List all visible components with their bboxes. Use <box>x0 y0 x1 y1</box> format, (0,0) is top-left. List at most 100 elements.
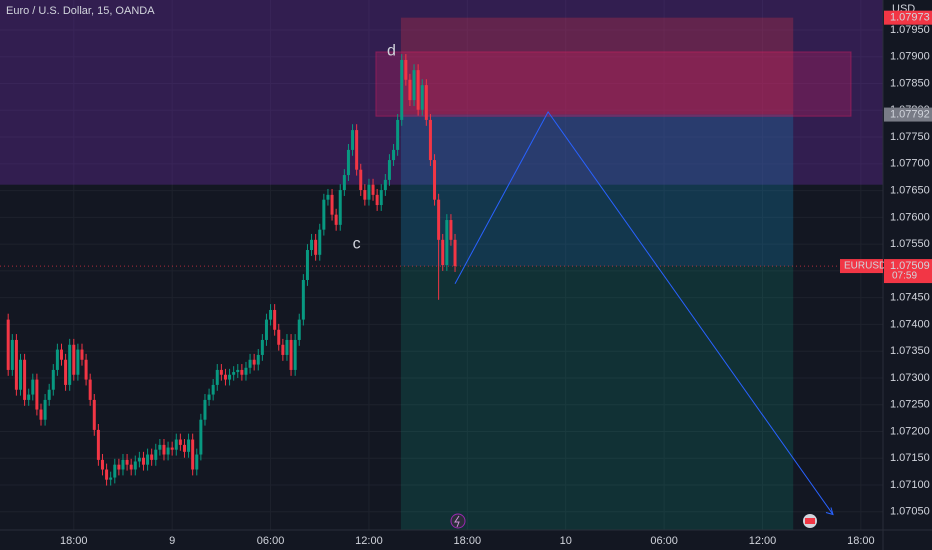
candle-body <box>281 344 285 355</box>
candle-body <box>228 374 232 380</box>
candle-body <box>18 359 22 390</box>
candle-body <box>223 374 227 380</box>
target-zone <box>400 114 794 530</box>
y-tick-label: 1.07650 <box>890 184 930 196</box>
candle-body <box>43 399 47 420</box>
candle-body <box>51 369 55 390</box>
replay-icon[interactable] <box>450 513 466 529</box>
x-tick-label: 18:00 <box>60 535 88 547</box>
candle-body <box>23 359 27 400</box>
candle-body <box>158 444 162 450</box>
y-tick-label: 1.07150 <box>890 452 930 464</box>
candle-body <box>305 250 309 280</box>
candle-body <box>55 349 59 370</box>
candle-body <box>240 369 244 375</box>
candle-body <box>351 130 355 150</box>
candle-body <box>199 419 203 455</box>
candle-body <box>289 339 293 370</box>
annotation: d <box>387 43 396 60</box>
price-tag-bg <box>884 10 932 25</box>
candle-body <box>437 199 441 240</box>
box <box>375 51 852 117</box>
price-tag: 1.07509 <box>890 260 930 272</box>
candle-body <box>256 354 260 365</box>
candle-body <box>88 379 92 400</box>
candle-body <box>121 459 125 470</box>
candle-body <box>133 461 137 470</box>
price-tag: 1.07973 <box>890 12 930 24</box>
candle-body <box>92 399 96 430</box>
candle-body <box>260 339 264 355</box>
candle-body <box>318 229 322 255</box>
candle-body <box>359 169 363 191</box>
y-tick-label: 1.07550 <box>890 238 930 250</box>
candle-body <box>453 239 457 267</box>
y-tick-label: 1.07450 <box>890 292 930 304</box>
open-pnl-zone <box>400 114 794 267</box>
candle-body <box>187 439 191 452</box>
candle-body <box>363 190 367 200</box>
candle-body <box>420 85 424 110</box>
y-tick-label: 1.07100 <box>890 479 930 491</box>
y-tick-label: 1.07900 <box>890 51 930 63</box>
candle-body <box>27 394 31 400</box>
candle-body <box>252 359 256 365</box>
candle-body <box>154 449 158 460</box>
arrow-head <box>825 507 834 516</box>
candle-body <box>269 309 273 320</box>
candle-body <box>355 130 359 170</box>
candle-body <box>178 439 182 445</box>
price-tag: 1.07792 <box>890 108 930 120</box>
candle-body <box>285 339 289 355</box>
supply-zone <box>0 0 883 185</box>
candle-body <box>433 160 437 200</box>
candle-body <box>314 239 318 255</box>
candle-body <box>68 344 72 385</box>
candle-body <box>371 184 375 195</box>
candle-body <box>39 409 43 420</box>
price-tag-bg <box>884 107 932 122</box>
candle-body <box>297 319 301 340</box>
candle-body <box>100 459 104 470</box>
candle-body <box>408 79 412 101</box>
x-tick-label: 18:00 <box>847 535 875 547</box>
candle-body <box>146 454 150 465</box>
candle-body <box>383 179 387 191</box>
y-tick-label: 1.07200 <box>890 425 930 437</box>
candle-body <box>301 279 305 320</box>
candle-body <box>326 194 330 200</box>
candle-body <box>10 339 14 370</box>
plot-area <box>0 0 883 530</box>
candle-body <box>244 367 248 375</box>
candle-body <box>219 369 223 375</box>
candle-body <box>174 439 178 450</box>
x-tick-label: 18:00 <box>454 535 482 547</box>
symbol-tag: EURUSD <box>844 261 886 272</box>
candle-body <box>215 369 219 385</box>
candle-body <box>72 344 76 375</box>
y-tick-label: 1.07750 <box>890 131 930 143</box>
candle-body <box>105 469 109 480</box>
y-tick-label: 1.07950 <box>890 24 930 36</box>
y-tick-label: 1.07700 <box>890 158 930 170</box>
candle-body <box>392 149 396 161</box>
candle-body <box>416 70 420 110</box>
event-icon[interactable] <box>803 514 817 528</box>
candle-body <box>14 339 18 390</box>
candle-body <box>150 454 154 460</box>
stop-zone <box>400 17 794 115</box>
candle-body <box>125 459 129 465</box>
candle-body <box>182 444 186 452</box>
price-tag-bg <box>840 259 883 274</box>
projection-path <box>454 110 834 515</box>
candle-body <box>396 119 400 150</box>
y-tick-label: 1.07250 <box>890 399 930 411</box>
x-tick-label: 9 <box>169 535 175 547</box>
candle-body <box>338 190 342 225</box>
candle-body <box>379 190 383 206</box>
candle-body <box>141 457 145 465</box>
candle-body <box>232 372 236 375</box>
annotation: c <box>353 235 361 252</box>
